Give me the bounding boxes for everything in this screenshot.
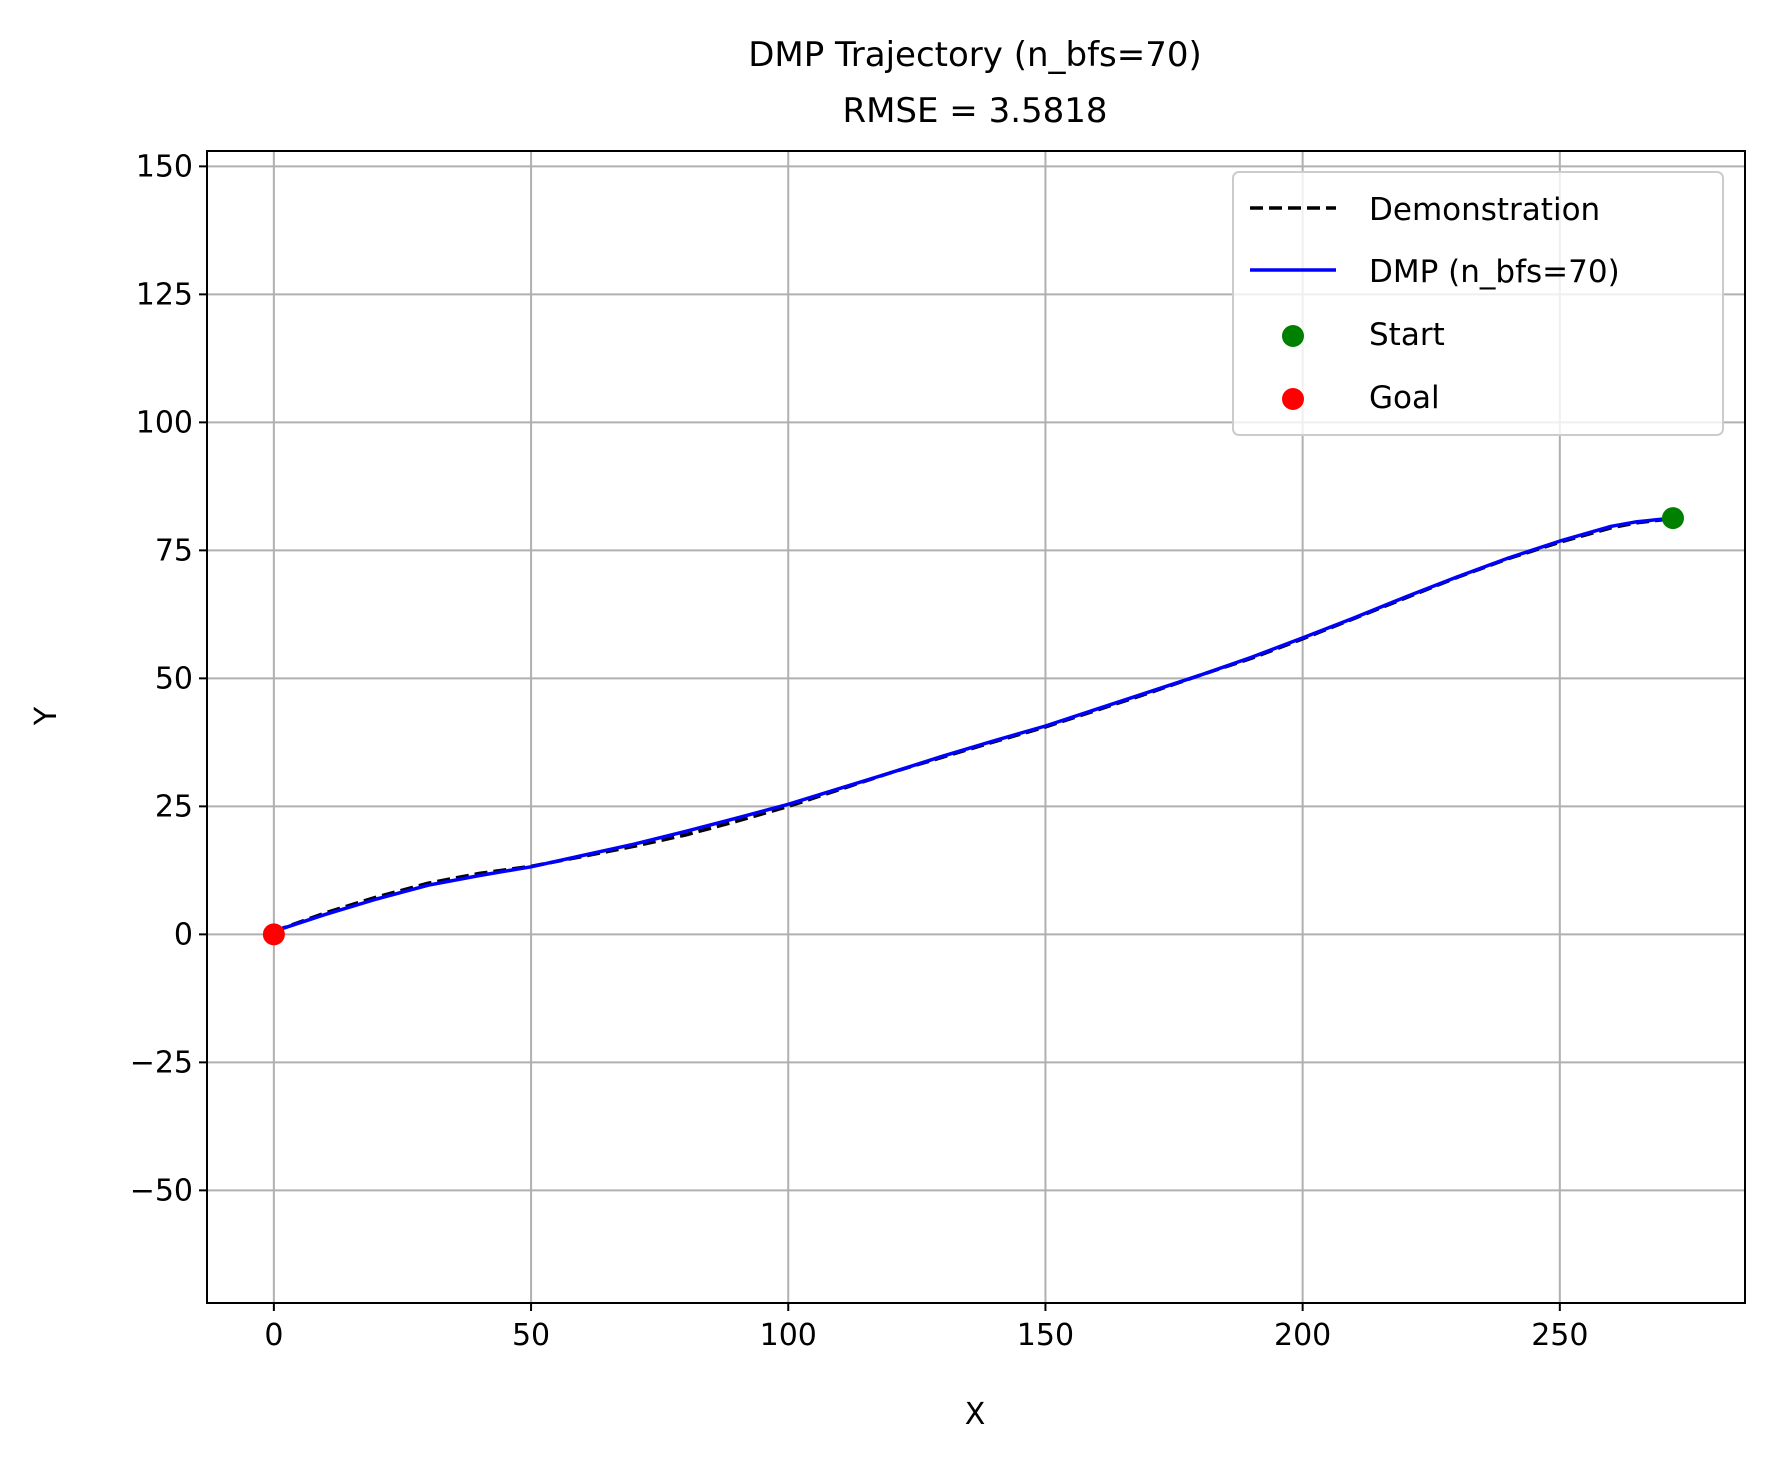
x-tick-label: 250 <box>1531 1318 1588 1353</box>
legend-label-start: Start <box>1369 317 1445 353</box>
series-line-dmp <box>273 516 1674 933</box>
legend: Demonstration DMP (n_bfs=70) Start Goal <box>1232 171 1724 436</box>
y-tick-label: −25 <box>130 1045 193 1080</box>
x-tick-label: 100 <box>760 1318 817 1353</box>
point-goal <box>262 923 285 946</box>
x-tick-label: 50 <box>512 1318 550 1353</box>
x-tick-label: 0 <box>264 1318 283 1353</box>
y-tick-label: 25 <box>155 789 193 824</box>
legend-label-dmp: DMP (n_bfs=70) <box>1369 254 1620 290</box>
y-tick-label: 150 <box>136 149 193 184</box>
legend-label-demonstration: Demonstration <box>1369 192 1600 228</box>
x-tick-label: 150 <box>1017 1318 1074 1353</box>
y-axis-label: Y <box>29 706 64 726</box>
series-group <box>273 516 1674 933</box>
y-tick-label: 50 <box>155 661 193 696</box>
grid <box>207 151 1745 1303</box>
legend-frame <box>1232 171 1724 436</box>
plot-frame <box>206 150 1746 1304</box>
x-axis-label: X <box>965 1397 986 1432</box>
y-tick-label: 75 <box>155 533 193 568</box>
y-tick-label: −50 <box>130 1173 193 1208</box>
y-tick-label: 0 <box>174 917 193 952</box>
point-start <box>1661 507 1684 530</box>
y-tick-label: 100 <box>136 405 193 440</box>
legend-marker-start <box>1282 325 1304 347</box>
x-tick-label: 200 <box>1274 1318 1331 1353</box>
x-ticks: 0 50 100 150 200 250 <box>264 1303 1588 1353</box>
y-tick-label: 125 <box>136 277 193 312</box>
points-group <box>262 507 1684 946</box>
legend-marker-goal <box>1282 388 1304 410</box>
y-ticks: −50 −25 0 25 50 75 100 125 150 <box>130 149 207 1208</box>
legend-label-goal: Goal <box>1369 380 1440 416</box>
chart-subtitle: RMSE = 3.5818 <box>842 91 1107 131</box>
chart-title: DMP Trajectory (n_bfs=70) <box>748 35 1202 75</box>
